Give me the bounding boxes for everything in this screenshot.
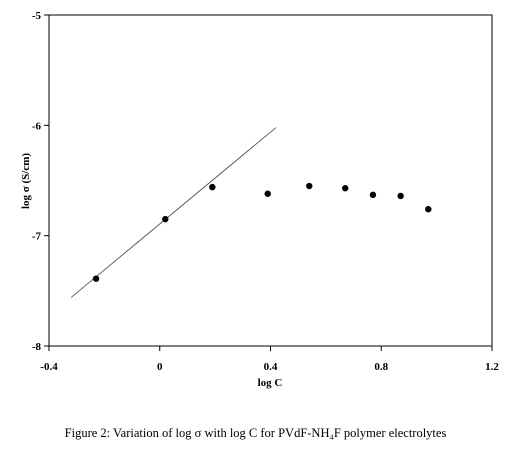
data-point	[209, 183, 216, 191]
fit-line	[70, 127, 277, 298]
x-tick-label: 1.2	[485, 361, 499, 373]
y-axis-title: log σ (S/cm)	[20, 153, 32, 209]
data-point	[342, 185, 349, 192]
data-point	[425, 205, 432, 213]
data-point	[264, 190, 271, 197]
chart: -0.4 0 0.4 0.8 1.2 -8 -7 -6 -5 log C log σ (S/c…	[20, 10, 499, 389]
x-axis-title: log C	[258, 377, 283, 389]
data-point	[369, 191, 377, 199]
y-axis-ticks: -8 -7 -6 -5	[32, 10, 49, 353]
x-axis-ticks: -0.4 0 0.4 0.8 1.2	[40, 346, 499, 373]
data-point	[92, 275, 100, 282]
y-tick-label: -6	[32, 120, 42, 132]
figure-caption: Figure 2: Variation of log σ with log C …	[64, 426, 447, 440]
y-tick-label: -8	[32, 341, 42, 353]
data-point	[306, 182, 313, 190]
x-tick-label: 0	[157, 361, 163, 373]
x-tick-label: 0.8	[374, 361, 388, 373]
plot-frame	[48, 14, 493, 347]
x-tick-label: 0.4	[264, 361, 278, 373]
y-tick-label: -7	[32, 231, 42, 243]
y-tick-label: -5	[32, 10, 42, 22]
data-point	[397, 192, 404, 200]
series-layer	[70, 127, 432, 298]
x-tick-label: -0.4	[40, 361, 58, 373]
data-point	[162, 215, 169, 223]
